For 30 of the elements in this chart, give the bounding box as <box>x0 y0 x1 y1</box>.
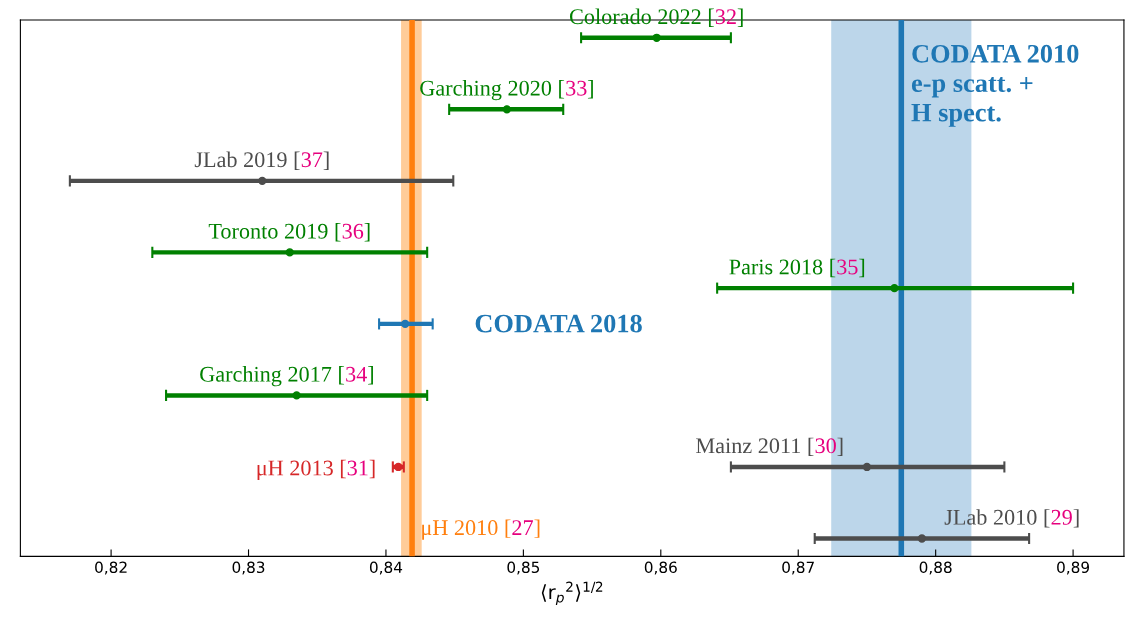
ref-line-label: CODATA 2010 e-p scatt. + H spect. <box>911 44 1079 127</box>
series-label: JLab 2010 [29] <box>944 509 1079 528</box>
ref-line-label: μH 2010 [27] <box>422 519 540 540</box>
x-tick-label: 0,85 <box>507 561 540 575</box>
series-label: Garching 2020 [33] <box>420 80 593 101</box>
x-tick-label: 0,83 <box>232 561 265 575</box>
series-label: Colorado 2022 [32] <box>569 8 743 27</box>
x-tick-label: 0,86 <box>644 561 677 575</box>
series-label: μH 2013 [31] <box>257 459 375 481</box>
point <box>652 33 661 42</box>
x-tick-label: 0,84 <box>369 561 403 575</box>
series-label: Mainz 2011 [30] <box>696 437 843 457</box>
series-label: Toronto 2019 [36] <box>208 223 370 242</box>
point <box>917 534 927 543</box>
point <box>401 319 410 329</box>
series-label: Garching 2017 [34] <box>200 366 373 387</box>
point <box>862 462 872 472</box>
x-tick-label: 0,88 <box>919 561 952 575</box>
x-tick-label: 0,87 <box>782 561 814 575</box>
text: CODATA 2018 <box>475 314 642 333</box>
point <box>258 176 267 186</box>
series-label: Paris 2018 [35] <box>729 258 865 278</box>
point <box>890 283 899 293</box>
point <box>502 105 512 114</box>
series-label: JLab 2019 [37] <box>194 151 329 170</box>
x-tick-label: 0,89 <box>1057 561 1090 575</box>
x-axis-title: ⟨r$_{p}$$^{2}$⟩$^{1/2}$ <box>541 581 603 606</box>
point <box>292 391 301 400</box>
point <box>285 248 294 257</box>
x-tick-label: 0,82 <box>95 561 127 575</box>
